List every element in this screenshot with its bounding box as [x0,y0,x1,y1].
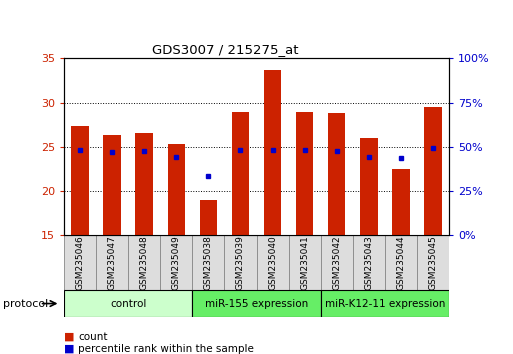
Text: ■: ■ [64,344,74,354]
Bar [392,169,409,235]
FancyBboxPatch shape [256,235,288,290]
Text: miR-155 expression: miR-155 expression [205,298,308,309]
Bar [168,144,185,235]
FancyBboxPatch shape [353,235,385,290]
FancyBboxPatch shape [160,235,192,290]
Text: protocol: protocol [3,298,48,309]
FancyBboxPatch shape [64,235,96,290]
Text: GSM235039: GSM235039 [236,235,245,290]
Text: GSM235044: GSM235044 [396,235,405,290]
FancyBboxPatch shape [225,235,256,290]
Bar [424,107,442,235]
Bar [232,112,249,235]
Text: miR-K12-11 expression: miR-K12-11 expression [325,298,445,309]
Text: GSM235049: GSM235049 [172,235,181,290]
Text: GSM235048: GSM235048 [140,235,149,290]
FancyBboxPatch shape [128,235,160,290]
Text: GSM235040: GSM235040 [268,235,277,290]
Text: control: control [110,298,146,309]
FancyBboxPatch shape [321,290,449,317]
Text: GSM235042: GSM235042 [332,235,341,290]
Text: GSM235047: GSM235047 [108,235,117,290]
Text: GSM235038: GSM235038 [204,235,213,290]
Bar [71,126,89,235]
Text: GSM235043: GSM235043 [364,235,373,290]
Text: GSM235045: GSM235045 [428,235,438,290]
Bar [360,138,378,235]
FancyBboxPatch shape [192,235,225,290]
FancyBboxPatch shape [192,290,321,317]
FancyBboxPatch shape [385,235,417,290]
Bar [328,113,345,235]
Bar [135,133,153,235]
FancyBboxPatch shape [96,235,128,290]
Text: ■: ■ [64,332,74,342]
FancyBboxPatch shape [64,290,192,317]
FancyBboxPatch shape [288,235,321,290]
Text: GSM235046: GSM235046 [75,235,85,290]
FancyBboxPatch shape [417,235,449,290]
Bar [200,200,217,235]
Bar [296,112,313,235]
Text: percentile rank within the sample: percentile rank within the sample [78,344,254,354]
Text: GSM235041: GSM235041 [300,235,309,290]
FancyBboxPatch shape [321,235,353,290]
Title: GDS3007 / 215275_at: GDS3007 / 215275_at [152,43,299,56]
Bar [104,136,121,235]
Text: count: count [78,332,108,342]
Bar [264,70,281,235]
